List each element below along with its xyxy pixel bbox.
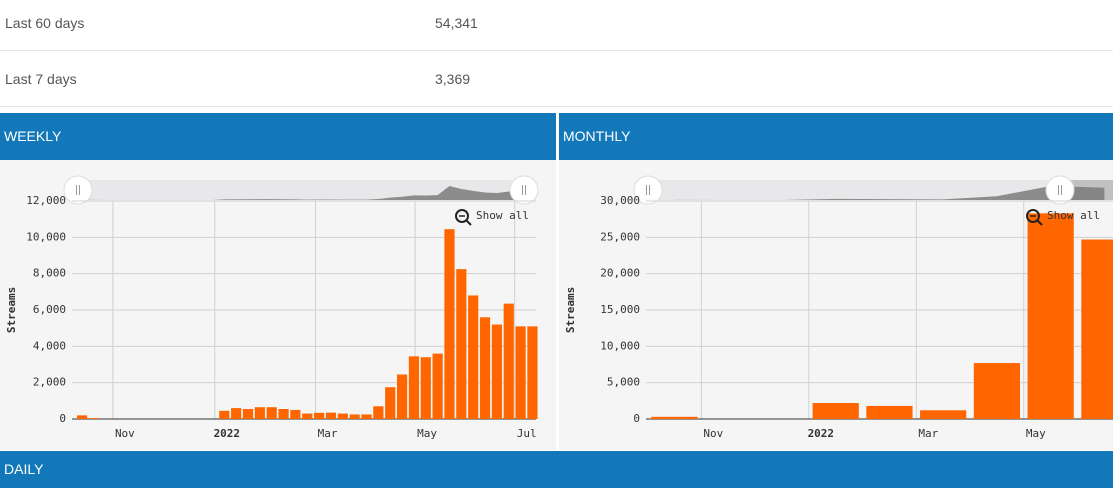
navigator-handle[interactable] xyxy=(63,175,93,205)
stat-label: Last 7 days xyxy=(5,71,77,87)
y-tick-label: 0 xyxy=(59,412,66,425)
x-tick-label: Jul xyxy=(517,427,537,440)
stat-value: 54,341 xyxy=(435,15,478,31)
bar xyxy=(812,403,859,419)
bar xyxy=(479,317,491,419)
stat-value: 3,369 xyxy=(435,71,471,87)
show-all-button[interactable]: Show all xyxy=(1047,209,1100,222)
y-tick-label: 6,000 xyxy=(33,303,66,316)
y-tick-label: 15,000 xyxy=(600,303,640,316)
y-tick-label: 12,000 xyxy=(26,194,66,207)
y-tick-label: 10,000 xyxy=(600,339,640,352)
zoom-icon xyxy=(1036,219,1043,226)
x-tick-label: Nov xyxy=(115,427,135,440)
chart: 0 2,000 4,000 6,000 8,000 10,000 12,000 Nov 2022… xyxy=(0,160,556,450)
bar xyxy=(408,356,420,419)
bar xyxy=(973,363,1021,419)
y-tick-label: 2,000 xyxy=(33,376,66,389)
bar xyxy=(420,357,431,419)
y-axis-title: Streams xyxy=(564,287,577,333)
x-tick-label: Mar xyxy=(318,427,338,440)
bar xyxy=(432,353,443,419)
bar xyxy=(651,416,698,419)
stat-row: Last 7 days 3,369 xyxy=(0,56,1113,107)
bar xyxy=(337,413,348,419)
navigator-area xyxy=(674,186,1105,200)
bar xyxy=(314,412,325,419)
bar xyxy=(242,409,254,419)
stat-row: Last 60 days 54,341 xyxy=(0,0,1113,51)
bar xyxy=(456,269,467,419)
y-tick-label: 4,000 xyxy=(33,339,66,352)
y-tick-label: 8,000 xyxy=(33,267,66,280)
zoom-icon xyxy=(465,219,472,226)
y-axis-title: Streams xyxy=(5,287,18,333)
show-all-button[interactable]: Show all xyxy=(476,209,529,222)
navigator-handle[interactable] xyxy=(1045,175,1075,205)
bar xyxy=(76,415,88,419)
bar xyxy=(361,414,372,419)
x-tick-label: 2022 xyxy=(214,427,241,440)
navigator-handle[interactable] xyxy=(633,175,663,205)
bar xyxy=(254,407,265,419)
section-header: MONTHLY xyxy=(559,113,1113,160)
bar xyxy=(373,406,384,419)
bar xyxy=(278,409,289,419)
bar xyxy=(349,414,360,419)
section-header: WEEKLY xyxy=(0,113,556,160)
bar xyxy=(503,303,514,419)
bar xyxy=(325,412,337,419)
bar xyxy=(527,326,538,419)
bar xyxy=(1027,213,1074,419)
zoom-icon xyxy=(455,209,469,223)
y-tick-label: 5,000 xyxy=(607,376,640,389)
y-tick-label: 20,000 xyxy=(600,267,640,280)
navigator-bg xyxy=(72,180,536,200)
x-tick-label: May xyxy=(417,427,437,440)
navigator-handle[interactable] xyxy=(509,175,539,205)
bar xyxy=(444,229,455,419)
bar xyxy=(920,410,967,419)
bar xyxy=(266,407,277,419)
stat-label: Last 60 days xyxy=(5,15,85,31)
y-tick-label: 10,000 xyxy=(26,230,66,243)
bar xyxy=(231,408,242,419)
navigator-area xyxy=(82,186,533,200)
bar xyxy=(396,374,408,419)
bar xyxy=(88,418,100,419)
chart: 0 5,000 10,000 15,000 20,000 25,000 30,000 Nov 2… xyxy=(559,160,1113,450)
bar xyxy=(1081,239,1113,419)
bar xyxy=(385,387,396,419)
bar xyxy=(515,326,526,419)
y-tick-label: 25,000 xyxy=(600,230,640,243)
zoom-icon xyxy=(1026,209,1040,223)
bar xyxy=(219,410,230,419)
y-tick-label: 30,000 xyxy=(600,194,640,207)
bar xyxy=(290,409,301,419)
x-tick-label: Mar xyxy=(918,427,938,440)
x-tick-label: 2022 xyxy=(808,427,835,440)
bar xyxy=(866,405,913,419)
x-tick-label: May xyxy=(1026,427,1046,440)
y-tick-label: 0 xyxy=(633,412,640,425)
bar xyxy=(491,324,502,419)
bar xyxy=(302,413,313,419)
x-tick-label: Nov xyxy=(703,427,723,440)
navigator-bg xyxy=(646,180,1113,200)
section-header[interactable]: DAILY xyxy=(0,451,1113,488)
bar xyxy=(468,295,479,419)
